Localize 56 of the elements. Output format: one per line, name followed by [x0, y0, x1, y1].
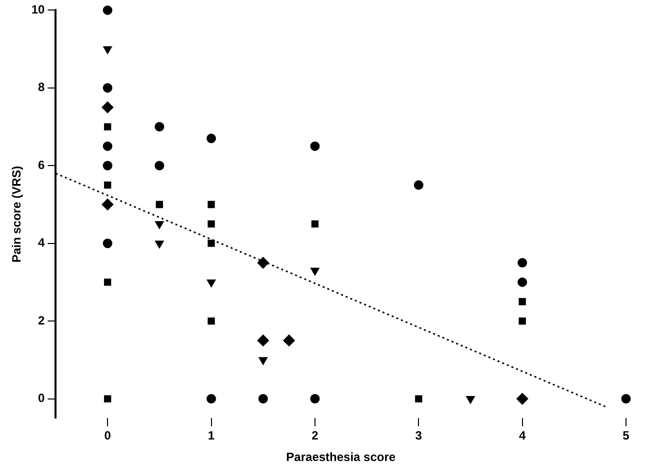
x-tick-label: 3 [415, 428, 422, 443]
y-tick-label: 4 [38, 236, 46, 250]
point [102, 83, 112, 93]
point [154, 160, 164, 170]
point [104, 395, 112, 402]
x-tick-label: 5 [622, 428, 630, 443]
point [104, 181, 112, 189]
point [208, 240, 215, 247]
point [258, 357, 268, 365]
point [310, 268, 320, 276]
point [156, 200, 164, 208]
point [102, 160, 112, 170]
point [414, 180, 424, 190]
point [257, 334, 269, 346]
y-tick-label: 6 [38, 158, 46, 172]
y-tick-label: 8 [38, 80, 46, 94]
x-tick-label: 1 [208, 428, 215, 443]
point [283, 334, 295, 346]
point [208, 220, 215, 228]
point [206, 394, 216, 404]
x-tick-label: 0 [104, 428, 112, 443]
y-tick-label: 10 [31, 2, 46, 17]
point [207, 279, 216, 287]
point [311, 220, 319, 228]
x-axis-title: Paraesthesia score [286, 450, 396, 464]
point [102, 198, 114, 210]
point [104, 123, 112, 130]
point [155, 240, 164, 248]
point [102, 102, 114, 114]
point [466, 396, 475, 404]
point [155, 221, 164, 229]
point [415, 395, 422, 402]
point [102, 141, 112, 151]
point [103, 46, 112, 54]
x-tick-label: 2 [312, 428, 319, 443]
y-tick-label: 0 [38, 391, 46, 406]
point [310, 394, 320, 404]
point [518, 317, 526, 325]
point [206, 134, 216, 144]
point [208, 317, 215, 325]
point [621, 394, 631, 404]
point [208, 200, 215, 208]
point [102, 238, 112, 248]
x-tick-label: 4 [518, 428, 526, 443]
point [310, 141, 320, 151]
point [258, 394, 268, 404]
point [102, 5, 112, 15]
point [518, 258, 528, 268]
point [518, 298, 526, 306]
point [516, 393, 528, 405]
point [154, 122, 164, 132]
y-tick-label: 2 [38, 313, 46, 328]
point [518, 277, 528, 287]
point [104, 278, 112, 286]
y-axis-title: Pain score (VRS) [10, 166, 24, 263]
point [257, 257, 269, 269]
